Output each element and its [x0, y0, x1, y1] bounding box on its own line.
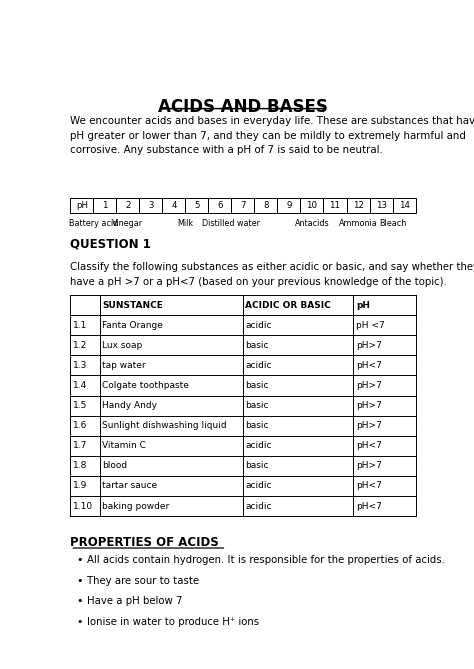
- Text: Have a pH below 7: Have a pH below 7: [87, 597, 182, 606]
- Bar: [93, 198, 116, 213]
- Text: Bleach: Bleach: [379, 219, 406, 228]
- Text: basic: basic: [246, 462, 269, 470]
- Text: acidic: acidic: [246, 320, 272, 330]
- Bar: [185, 198, 209, 213]
- Text: 9: 9: [286, 201, 292, 210]
- Text: 1.8: 1.8: [73, 462, 87, 470]
- Text: Classify the following substances as either acidic or basic, and say whether the: Classify the following substances as eit…: [70, 262, 474, 286]
- Text: basic: basic: [246, 421, 269, 430]
- Text: pH <7: pH <7: [356, 320, 385, 330]
- Text: pH<7: pH<7: [356, 482, 382, 490]
- Bar: [277, 198, 301, 213]
- Text: Lux soap: Lux soap: [102, 341, 143, 350]
- Text: 1.6: 1.6: [73, 421, 87, 430]
- Text: •: •: [76, 576, 82, 586]
- Text: Antacids: Antacids: [295, 219, 329, 228]
- Bar: [392, 198, 416, 213]
- Text: pH>7: pH>7: [356, 381, 382, 390]
- Text: 1.7: 1.7: [73, 442, 87, 450]
- Bar: [70, 198, 93, 213]
- Bar: [116, 198, 139, 213]
- Text: 1.2: 1.2: [73, 341, 87, 350]
- Text: 1.4: 1.4: [73, 381, 87, 390]
- Text: acidic: acidic: [246, 502, 272, 510]
- Text: pH>7: pH>7: [356, 401, 382, 410]
- Bar: [209, 198, 231, 213]
- Text: basic: basic: [246, 401, 269, 410]
- Text: pH: pH: [76, 201, 88, 210]
- Text: pH<7: pH<7: [356, 502, 382, 510]
- Text: We encounter acids and bases in everyday life. These are substances that have a
: We encounter acids and bases in everyday…: [70, 116, 474, 155]
- Text: SUNSTANCE: SUNSTANCE: [102, 300, 163, 310]
- Text: basic: basic: [246, 381, 269, 390]
- Text: 1.10: 1.10: [73, 502, 93, 510]
- Text: QUESTION 1: QUESTION 1: [70, 237, 151, 250]
- Text: ACIDIC OR BASIC: ACIDIC OR BASIC: [246, 300, 331, 310]
- Text: 13: 13: [375, 201, 387, 210]
- Text: 3: 3: [148, 201, 154, 210]
- Text: Vitamin C: Vitamin C: [102, 442, 146, 450]
- Text: •: •: [76, 555, 82, 565]
- Bar: [323, 198, 346, 213]
- Text: tap water: tap water: [102, 361, 146, 370]
- Text: pH>7: pH>7: [356, 462, 382, 470]
- Bar: [255, 198, 277, 213]
- Text: 1.5: 1.5: [73, 401, 87, 410]
- Text: 1: 1: [102, 201, 108, 210]
- Text: Ammonia: Ammonia: [338, 219, 377, 228]
- Text: 7: 7: [240, 201, 246, 210]
- Text: Vinegar: Vinegar: [112, 219, 143, 228]
- Text: Colgate toothpaste: Colgate toothpaste: [102, 381, 189, 390]
- Text: pH>7: pH>7: [356, 421, 382, 430]
- Text: Fanta Orange: Fanta Orange: [102, 320, 163, 330]
- Text: pH: pH: [356, 300, 370, 310]
- Text: 1.1: 1.1: [73, 320, 87, 330]
- Text: pH<7: pH<7: [356, 361, 382, 370]
- Text: 10: 10: [307, 201, 318, 210]
- Bar: [346, 198, 370, 213]
- Bar: [301, 198, 323, 213]
- Bar: [163, 198, 185, 213]
- Text: All acids contain hydrogen. It is responsible for the properties of acids.: All acids contain hydrogen. It is respon…: [87, 555, 445, 565]
- Text: Handy Andy: Handy Andy: [102, 401, 157, 410]
- Text: 6: 6: [217, 201, 223, 210]
- Text: PROPERTIES OF ACIDS: PROPERTIES OF ACIDS: [70, 536, 219, 549]
- Text: •: •: [76, 597, 82, 606]
- Text: Milk: Milk: [177, 219, 193, 228]
- Text: 8: 8: [263, 201, 269, 210]
- Bar: [231, 198, 255, 213]
- Text: acidic: acidic: [246, 442, 272, 450]
- Text: Sunlight dishwashing liquid: Sunlight dishwashing liquid: [102, 421, 227, 430]
- Bar: [370, 198, 392, 213]
- Text: 12: 12: [353, 201, 364, 210]
- Text: blood: blood: [102, 462, 128, 470]
- Text: tartar sauce: tartar sauce: [102, 482, 157, 490]
- Text: They are sour to taste: They are sour to taste: [87, 576, 199, 586]
- Text: 11: 11: [329, 201, 340, 210]
- Bar: [139, 198, 163, 213]
- Text: ACIDS AND BASES: ACIDS AND BASES: [158, 98, 328, 116]
- Text: 5: 5: [194, 201, 200, 210]
- Text: Ionise in water to produce H⁺ ions: Ionise in water to produce H⁺ ions: [87, 617, 259, 627]
- Text: pH<7: pH<7: [356, 442, 382, 450]
- Text: 14: 14: [399, 201, 410, 210]
- Text: acidic: acidic: [246, 482, 272, 490]
- Text: 1.9: 1.9: [73, 482, 87, 490]
- Text: acidic: acidic: [246, 361, 272, 370]
- Text: 4: 4: [171, 201, 177, 210]
- Text: pH>7: pH>7: [356, 341, 382, 350]
- Text: basic: basic: [246, 341, 269, 350]
- Text: baking powder: baking powder: [102, 502, 169, 510]
- Text: Distilled water: Distilled water: [202, 219, 260, 228]
- Text: 1.3: 1.3: [73, 361, 87, 370]
- Text: Battery acid: Battery acid: [69, 219, 118, 228]
- Text: 2: 2: [125, 201, 130, 210]
- Text: •: •: [76, 617, 82, 627]
